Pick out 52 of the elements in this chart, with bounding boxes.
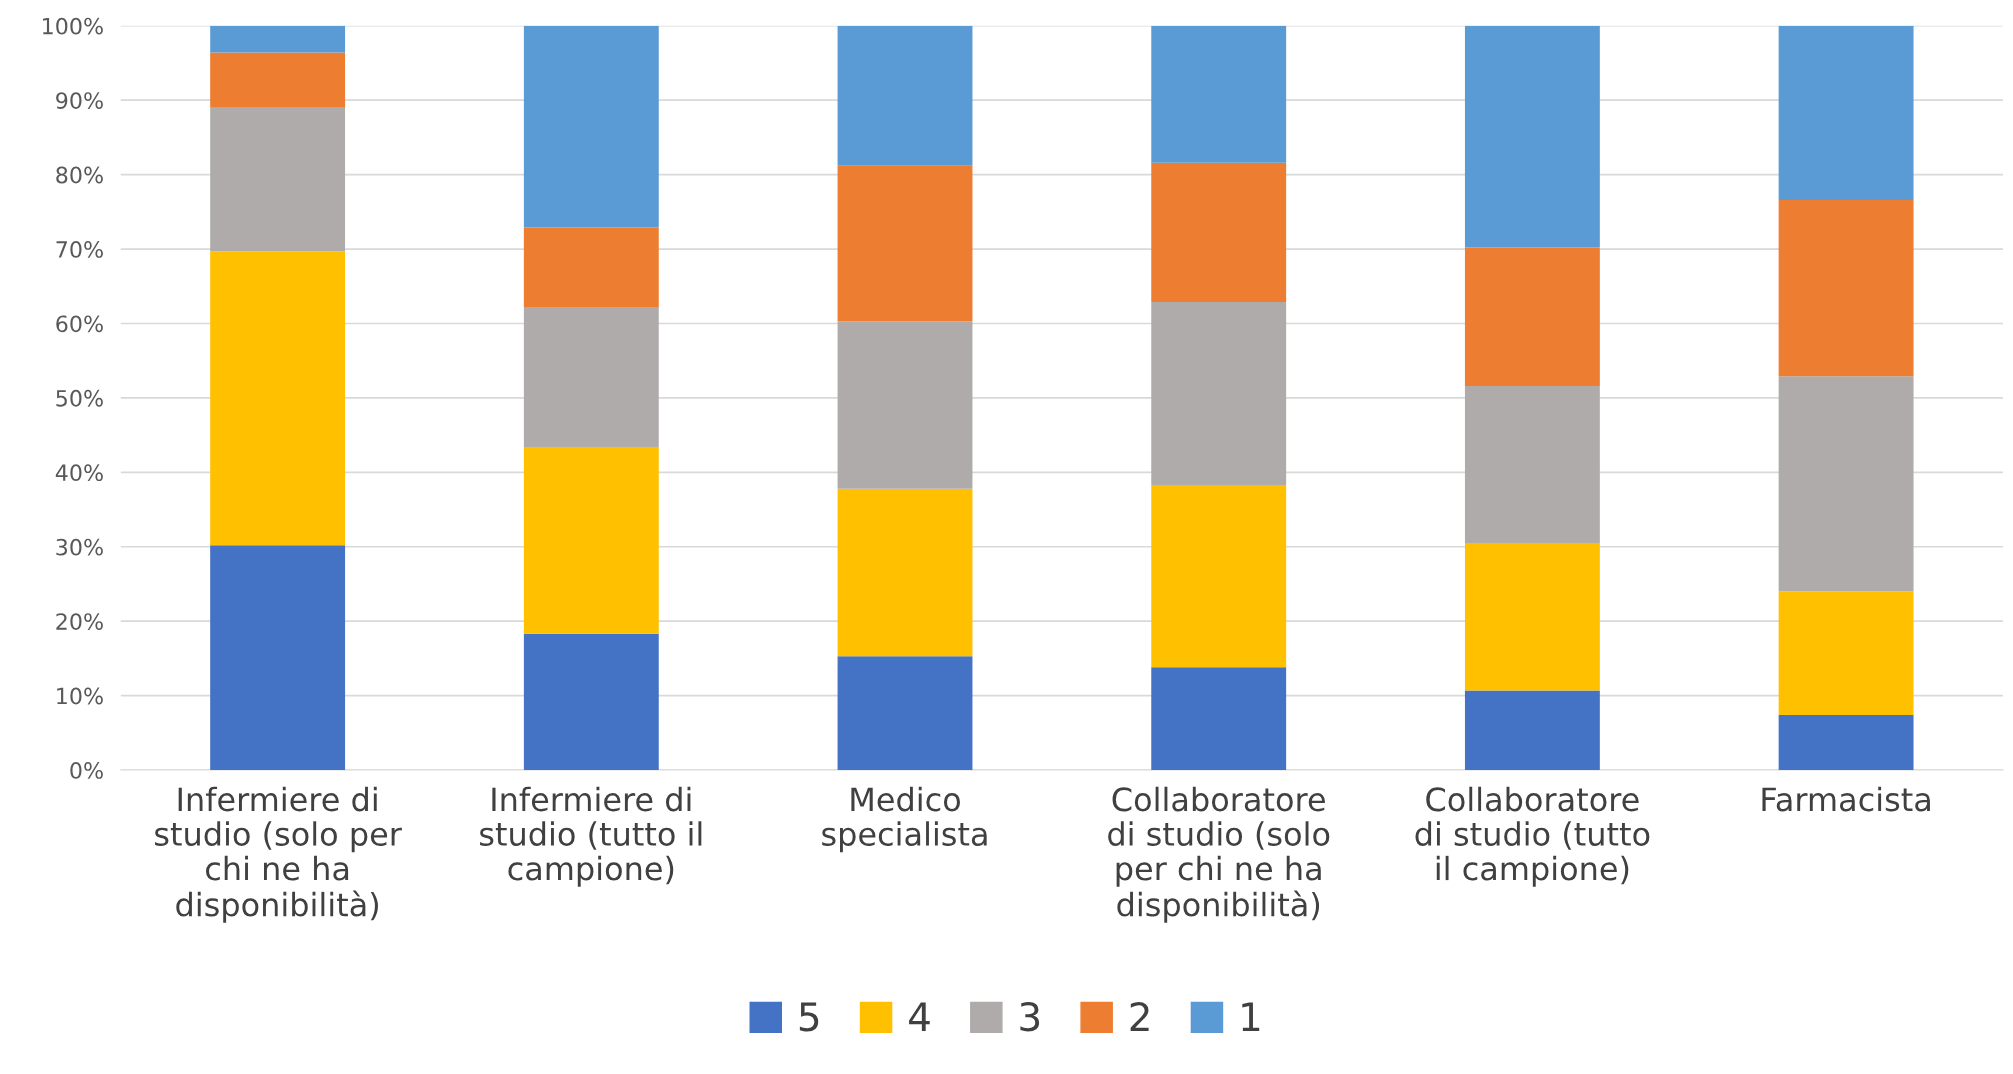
bar xyxy=(837,165,973,322)
bar xyxy=(837,25,973,166)
bar xyxy=(210,545,346,771)
y-tick-label: 0% xyxy=(70,762,103,779)
bar xyxy=(523,633,659,771)
x-tick-label: Infermiere di studio (tutto il campione) xyxy=(480,786,702,887)
legend-label: 5 xyxy=(799,1002,819,1032)
bar xyxy=(210,52,346,108)
y-tick-label: 60% xyxy=(56,315,103,333)
bar xyxy=(1464,690,1600,771)
bar xyxy=(523,447,659,634)
bar xyxy=(210,251,346,546)
y-tick-label: 70% xyxy=(56,241,103,258)
bar xyxy=(523,25,659,228)
legend-label: 2 xyxy=(1130,1002,1149,1031)
bar xyxy=(837,656,973,771)
bar xyxy=(1464,543,1600,691)
bar xyxy=(1151,25,1287,163)
x-tick-label: Collaboratore di studio (solo per chi ne ha disponibilità) xyxy=(1108,786,1330,923)
bar xyxy=(210,25,346,53)
bar xyxy=(1778,714,1914,771)
y-tick-label: 90% xyxy=(56,92,103,109)
bar xyxy=(1151,485,1287,668)
bar xyxy=(523,307,659,448)
bar xyxy=(1151,162,1287,302)
legend-label: 3 xyxy=(1020,1002,1040,1032)
bar xyxy=(1464,386,1600,544)
bar xyxy=(523,227,659,308)
bar xyxy=(837,321,973,489)
bar xyxy=(1464,247,1600,387)
bar xyxy=(1151,667,1287,771)
bar xyxy=(1778,591,1914,715)
bar xyxy=(1778,25,1914,200)
bar xyxy=(1778,199,1914,377)
x-tick-label: Medico specialista xyxy=(822,786,987,853)
x-tick-label: Infermiere di studio (solo per chi ne ha disponibilità) xyxy=(155,786,402,923)
y-tick-label: 10% xyxy=(57,687,103,705)
y-tick-label: 100% xyxy=(43,17,103,35)
y-tick-label: 30% xyxy=(56,538,103,556)
y-tick-label: 20% xyxy=(56,613,103,630)
legend-label: 1 xyxy=(1242,1002,1260,1031)
x-tick-label: Farmacista xyxy=(1762,786,1930,812)
bar xyxy=(1151,301,1287,485)
bar xyxy=(837,488,973,657)
y-tick-label: 40% xyxy=(55,464,103,482)
y-tick-label: 80% xyxy=(56,166,103,184)
bar xyxy=(210,107,346,252)
y-tick-label: 50% xyxy=(56,389,103,407)
bar xyxy=(1464,25,1600,248)
x-tick-label: Collaboratore di studio (tutto il campione) xyxy=(1415,786,1650,887)
bar xyxy=(1778,376,1914,592)
legend-label: 4 xyxy=(909,1002,930,1031)
